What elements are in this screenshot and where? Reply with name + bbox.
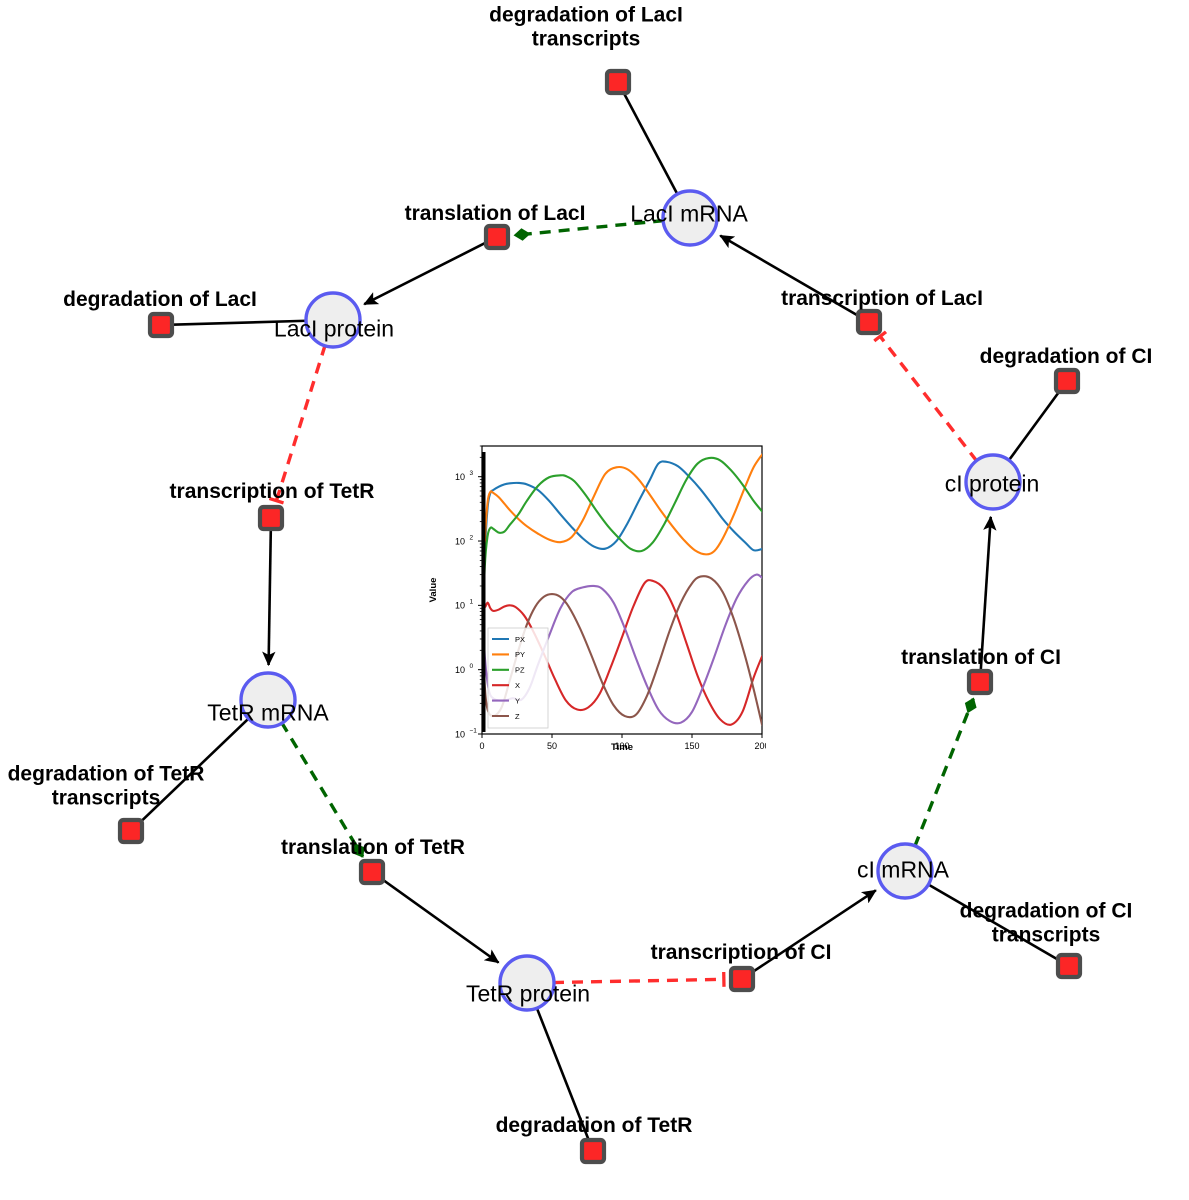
edge-inhibition: [873, 330, 979, 463]
chart-x-axis-ticks: 0 50 100 150 200: [479, 734, 766, 751]
y-tick-exponent: 1: [470, 599, 474, 606]
edge-inhibition: [552, 971, 726, 987]
reaction-node-deg_tetr[interactable]: [579, 1137, 607, 1165]
reaction-node-translation_tetr[interactable]: [358, 858, 386, 886]
reaction-node-deg_ci[interactable]: [1053, 367, 1081, 395]
edge-layer: [138, 91, 1062, 1142]
species-node-laci_mrna[interactable]: [661, 189, 719, 247]
reaction-node-deg_ci_transcripts[interactable]: [1055, 952, 1083, 980]
reaction-node-transcription_laci[interactable]: [855, 308, 883, 336]
legend-box: [487, 627, 549, 729]
x-tick-label: 100: [614, 741, 629, 751]
edge-product: [380, 877, 500, 964]
reaction-node-deg_tetr_transcripts[interactable]: [117, 817, 145, 845]
node-layer: [117, 68, 1083, 1165]
edge-inhibition: [268, 344, 327, 505]
x-tick-label: 0: [479, 741, 484, 751]
edge-product: [621, 91, 679, 196]
x-tick-label: 150: [684, 741, 699, 751]
chart-x-axis-label: Time: [611, 742, 633, 753]
series-line-PY: [482, 453, 762, 652]
chart-y-axis-label: Value: [428, 578, 439, 603]
reaction-node-deg_laci[interactable]: [147, 311, 175, 339]
y-tick-exponent: 3: [470, 470, 474, 477]
edge-product: [138, 717, 251, 825]
y-tick-label: 10: [455, 536, 465, 546]
edge-catalysis: [279, 721, 365, 858]
species-node-tetr_protein[interactable]: [498, 954, 556, 1012]
species-node-ci_mrna[interactable]: [876, 842, 934, 900]
reaction-node-translation_ci[interactable]: [966, 668, 994, 696]
y-tick-label: 10: [455, 729, 465, 739]
edge-product: [363, 240, 488, 306]
reaction-node-transcription_tetr[interactable]: [257, 504, 285, 532]
edge-product: [719, 234, 861, 318]
chart-legend: PX PY PZ XYZ: [487, 627, 549, 729]
edge-product: [979, 515, 997, 672]
edge-product: [171, 319, 308, 326]
edge-catalysis: [513, 218, 665, 241]
legend-label-PY: PY: [515, 650, 525, 659]
series-line-PX: [482, 460, 762, 652]
edge-product: [262, 528, 276, 667]
series-line-X: [482, 579, 762, 726]
y-tick-exponent: −1: [470, 727, 478, 734]
species-node-tetr_mrna[interactable]: [239, 671, 297, 729]
y-tick-label: 10: [455, 665, 465, 675]
y-tick-exponent: 2: [470, 534, 474, 541]
edge-product: [1007, 389, 1062, 462]
reaction-node-translation_laci[interactable]: [483, 223, 511, 251]
legend-label-PZ: PZ: [515, 666, 525, 675]
y-tick-exponent: 0: [470, 663, 474, 670]
edge-catalysis: [913, 697, 977, 848]
species-node-ci_protein[interactable]: [964, 453, 1022, 511]
y-tick-label: 10: [455, 601, 465, 611]
series-line-PZ: [482, 456, 762, 652]
edge-product: [535, 1006, 591, 1142]
legend-label-PX: PX: [515, 635, 525, 644]
legend-label-Y: Y: [515, 696, 520, 705]
legend-label-X: X: [515, 681, 520, 690]
edge-product: [750, 889, 877, 975]
reaction-node-transcription_ci[interactable]: [728, 965, 756, 993]
legend-label-Z: Z: [515, 712, 520, 721]
reaction-node-deg_laci_transcripts[interactable]: [604, 68, 632, 96]
edge-product: [926, 882, 1061, 962]
x-tick-label: 50: [547, 741, 557, 751]
species-node-laci_protein[interactable]: [304, 291, 362, 349]
y-tick-label: 10: [455, 472, 465, 482]
x-tick-label: 200: [754, 741, 766, 751]
